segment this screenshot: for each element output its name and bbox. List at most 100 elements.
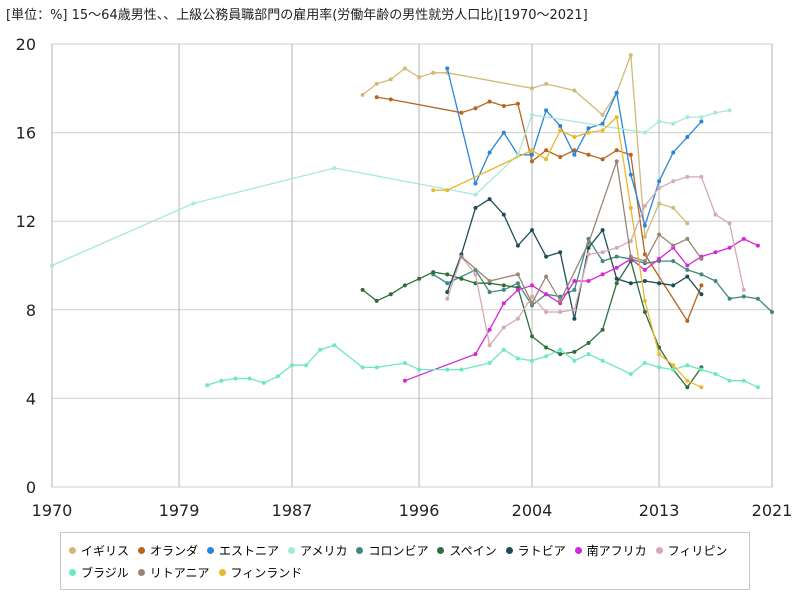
data-point [530,334,534,339]
data-point [501,212,506,217]
data-point [699,367,704,372]
data-point [501,325,506,330]
data-point [445,367,450,372]
legend-label: アメリカ [300,543,348,558]
series-line [446,198,702,319]
series-line [432,237,773,313]
data-point [487,361,492,365]
data-point [713,279,718,283]
legend-label: ブラジル [81,565,129,580]
series-line [207,344,759,388]
data-point [572,152,577,157]
data-point [572,279,577,283]
data-point [699,283,704,288]
data-point [614,254,619,259]
series-11 [431,115,704,390]
data-point [642,223,647,228]
data-point [544,354,549,359]
data-point [685,115,690,120]
data-point [600,112,605,117]
legend-label: リトアニア [149,565,210,580]
data-point [558,124,563,128]
data-point [586,241,591,246]
data-point [473,205,478,210]
series-1 [374,95,704,323]
data-point [431,188,436,193]
data-point [530,283,534,288]
data-point [671,243,676,248]
data-point [318,347,323,352]
data-point [642,234,647,239]
y-tick-label: 8 [26,301,36,320]
data-point [332,343,337,348]
data-point [685,318,690,323]
data-point [685,135,690,139]
data-point [487,279,492,283]
data-point [445,296,450,301]
data-point [727,245,732,250]
data-point [530,112,534,117]
data-point [572,307,577,312]
data-point [713,110,718,115]
data-point [727,378,732,383]
data-point [642,310,647,314]
data-point [755,296,760,301]
data-point [685,221,690,226]
data-point [374,365,379,370]
data-point [713,372,718,376]
data-point [487,99,492,104]
data-point [657,352,662,357]
legend-item: 南アフリカ [574,539,647,561]
series-10 [459,159,704,306]
legend-marker [138,546,146,554]
series-3 [50,108,732,268]
data-point [600,228,605,233]
data-point [501,283,506,288]
data-point [332,166,337,170]
data-point [614,265,619,270]
data-point [233,376,238,381]
data-point [727,108,732,113]
data-point [713,212,718,217]
x-tick-label: 1987 [272,501,313,520]
data-point [614,90,619,95]
data-point [501,104,506,108]
data-point [628,281,633,286]
data-point [445,290,450,295]
data-point [515,287,520,292]
data-point [586,252,591,257]
data-point [530,159,534,164]
data-point [558,310,563,314]
data-point [671,259,676,264]
data-point [685,363,690,368]
data-point [473,181,478,186]
data-point [290,363,294,368]
data-point [501,301,506,306]
data-point [685,385,690,390]
data-point [459,110,464,115]
data-point [642,130,647,135]
data-point [431,270,436,275]
data-point [558,352,563,357]
data-point [699,115,704,120]
data-point [275,374,280,379]
data-point [600,358,605,363]
legend-item: フィリピン [655,539,727,561]
legend-label: 南アフリカ [586,543,647,558]
data-point [402,283,407,288]
data-point [572,88,577,93]
data-point [628,254,633,259]
data-point [544,254,549,259]
legend-item: エストニア [207,539,279,561]
legend-item: スペイン [437,539,497,561]
data-point [388,97,393,102]
x-tick-label: 2021 [752,501,793,520]
series-8 [445,174,746,348]
data-point [558,155,563,159]
y-tick-label: 20 [16,35,36,54]
data-point [515,281,520,286]
legend-marker [218,568,226,576]
data-point [445,66,450,71]
x-tick-label: 2004 [512,501,553,520]
data-point [247,376,252,381]
